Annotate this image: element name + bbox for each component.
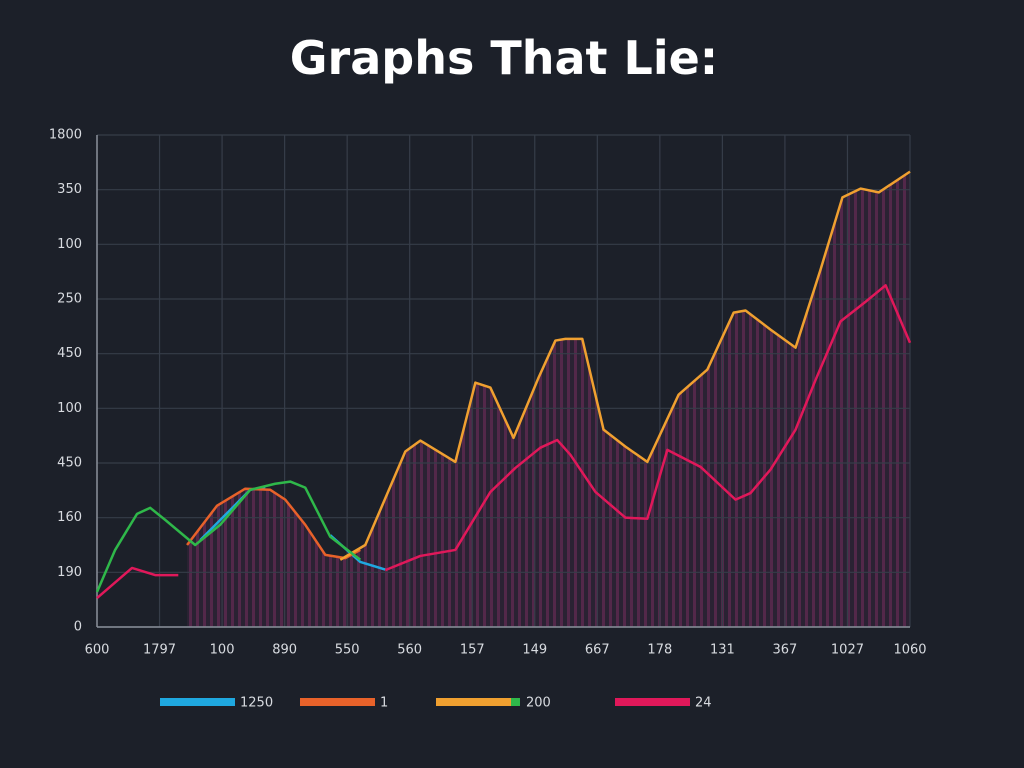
- legend-label: 1: [380, 696, 388, 711]
- legend-label: 24: [695, 696, 712, 711]
- legend-label: 200: [526, 696, 551, 711]
- y-tick-label: 100: [57, 401, 82, 416]
- x-tick-label: 600: [85, 643, 110, 658]
- x-tick-label: 1060: [893, 643, 926, 658]
- legend-swatch: [615, 698, 690, 706]
- x-tick-label: 550: [335, 643, 360, 658]
- y-tick-label: 0: [74, 620, 82, 635]
- y-tick-label: 450: [57, 456, 82, 471]
- legend-swatch: [300, 698, 375, 706]
- series-line: [384, 284, 912, 572]
- x-tick-label: 131: [710, 643, 735, 658]
- x-tick-label: 367: [773, 643, 798, 658]
- legend-swatch-tip: [511, 698, 520, 706]
- x-tick-label: 149: [522, 643, 547, 658]
- series-line: [96, 566, 179, 599]
- y-tick-label: 350: [57, 182, 82, 197]
- x-tick-label: 890: [272, 643, 297, 658]
- legend-swatch: [436, 698, 511, 706]
- x-tick-label: 1797: [143, 643, 176, 658]
- series-line: [186, 487, 361, 560]
- x-tick-label: 560: [397, 643, 422, 658]
- y-tick-label: 160: [57, 510, 82, 525]
- area: [187, 488, 361, 627]
- y-tick-label: 250: [57, 292, 82, 307]
- y-tick-label: 450: [57, 346, 82, 361]
- area: [340, 171, 910, 628]
- x-tick-label: 1027: [831, 643, 864, 658]
- y-tick-label: 190: [57, 565, 82, 580]
- y-tick-label: 1800: [49, 128, 82, 143]
- x-tick-label: 100: [210, 643, 235, 658]
- series-line: [339, 170, 911, 561]
- legend-label: 1250: [240, 696, 273, 711]
- legend-swatch: [160, 698, 235, 706]
- y-tick-label: 100: [57, 237, 82, 252]
- x-tick-label: 667: [585, 643, 610, 658]
- series-line: [95, 480, 362, 593]
- x-tick-label: 178: [647, 643, 672, 658]
- x-tick-label: 157: [460, 643, 485, 658]
- chart-title: Graphs That Lie:: [290, 31, 718, 85]
